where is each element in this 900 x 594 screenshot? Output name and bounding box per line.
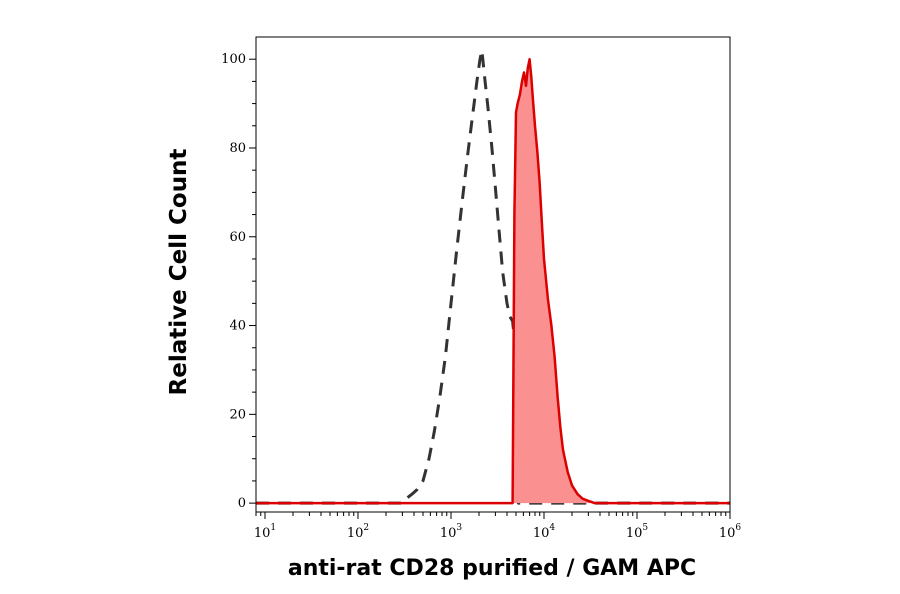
x-tick-label: 106 — [719, 523, 742, 541]
plot-frame — [255, 36, 731, 513]
y-tick-label: 100 — [221, 52, 246, 67]
y-axis: 0 20 40 60 80 100 — [221, 52, 256, 511]
x-axis: 101 102 103 104 105 106 — [254, 512, 742, 541]
y-axis-title: Relative Cell Count — [166, 149, 192, 396]
y-tick-label: 0 — [238, 496, 246, 511]
x-axis-title: anti-rat CD28 purified / GAM APC — [288, 556, 696, 581]
series-layer — [256, 48, 730, 505]
sample-histogram-fill — [256, 59, 730, 504]
sample-histogram-line — [256, 57, 730, 505]
y-tick-label: 80 — [229, 141, 246, 156]
y-tick-label: 40 — [229, 319, 246, 334]
control-histogram-dashed — [256, 48, 730, 505]
x-tick-label: 105 — [626, 523, 649, 541]
x-tick-label: 103 — [440, 523, 463, 541]
x-tick-label: 102 — [347, 523, 369, 541]
x-tick-label: 104 — [533, 523, 556, 541]
y-tick-label: 20 — [229, 407, 246, 422]
x-tick-label: 101 — [254, 523, 276, 541]
y-tick-label: 60 — [229, 230, 246, 245]
